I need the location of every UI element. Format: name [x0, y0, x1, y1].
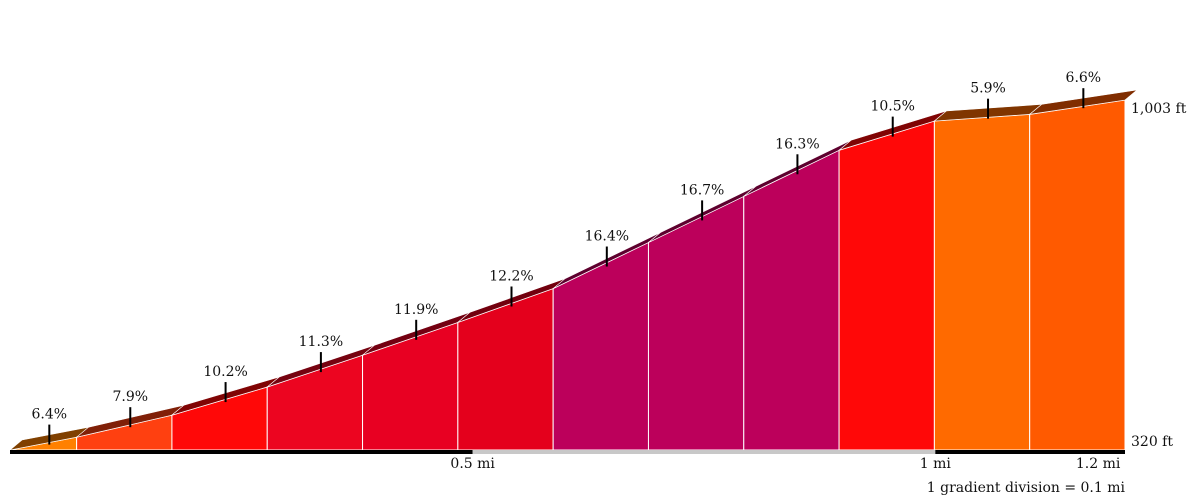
grade-label: 6.4%	[32, 407, 68, 423]
segment-2: 7.9%	[76, 389, 185, 451]
segment-6: 12.2%	[457, 268, 566, 451]
segment-face	[838, 120, 935, 451]
distance-tick-label: 1.2 mi	[1076, 456, 1121, 472]
profile-segments: 6.4% 7.9% 10.2% 11.3% 11.9% 12.2% 16.4% 16.7% 16…	[9, 70, 1139, 451]
segment-8: 16.7%	[647, 182, 756, 451]
grade-label: 12.2%	[489, 268, 533, 284]
segment-9: 16.3%	[743, 136, 852, 451]
segment-4: 11.3%	[266, 334, 375, 451]
grade-label: 7.9%	[112, 389, 148, 405]
grade-label: 10.5%	[870, 99, 914, 115]
distance-tick-label: 0.5 mi	[450, 456, 495, 472]
segment-1: 6.4%	[9, 407, 89, 451]
segment-12: 6.6%	[1028, 70, 1139, 451]
grade-label: 16.3%	[775, 136, 819, 152]
grade-label: 6.6%	[1066, 70, 1102, 86]
segment-face	[743, 149, 840, 451]
segment-11: 5.9%	[933, 81, 1043, 451]
distance-tick-label: 1 mi	[920, 456, 952, 472]
grade-label: 16.4%	[585, 229, 629, 245]
grade-label: 16.7%	[680, 182, 724, 198]
elevation-top-label: 1,003 ft	[1131, 101, 1187, 117]
grade-label: 5.9%	[970, 81, 1006, 97]
grade-label: 11.9%	[394, 302, 438, 318]
elevation-bottom-label: 320 ft	[1131, 434, 1173, 450]
grade-label: 10.2%	[203, 364, 247, 380]
segment-face	[933, 113, 1031, 451]
segment-5: 11.9%	[362, 302, 471, 451]
segment-7: 16.4%	[552, 229, 661, 451]
segment-face	[362, 321, 459, 451]
segment-3: 10.2%	[171, 364, 280, 451]
segment-face	[1029, 99, 1126, 451]
segment-10: 10.5%	[838, 99, 947, 451]
scale-note: 1 gradient division = 0.1 mi	[927, 480, 1126, 496]
segment-face	[552, 241, 649, 451]
grade-label: 11.3%	[299, 334, 343, 350]
distance-axis: 0.5 mi 1 mi 1.2 mi	[10, 450, 1125, 472]
